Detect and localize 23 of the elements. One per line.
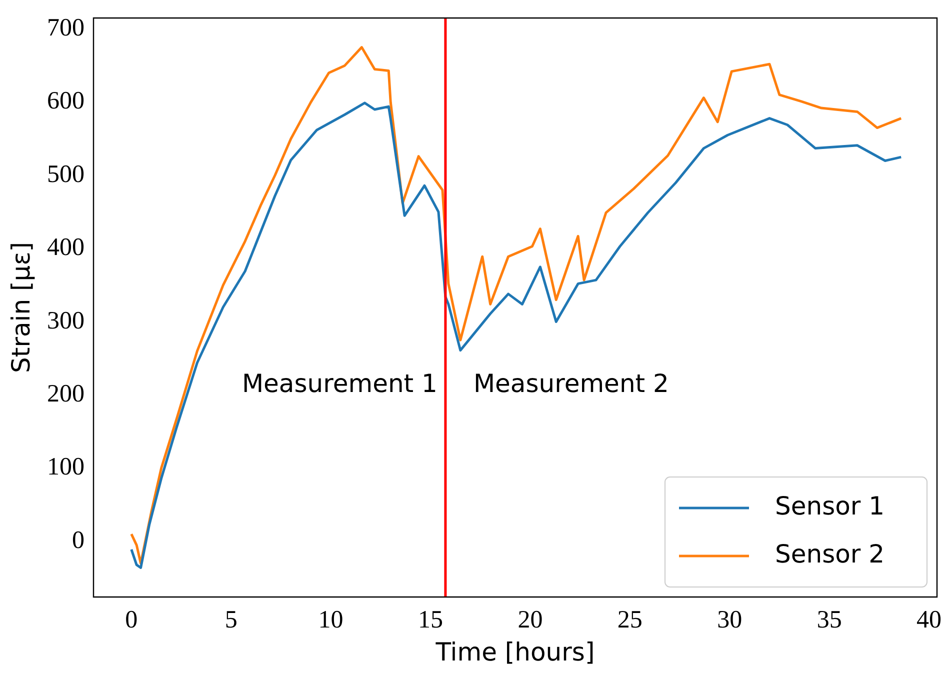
y-tick-label: 100: [47, 454, 84, 481]
y-tick-label: 0: [72, 526, 84, 554]
legend-label: Sensor 1: [775, 492, 885, 520]
annotation: Measurement 2: [473, 369, 669, 398]
annotation: Measurement 1: [242, 369, 438, 398]
x-tick-label: 15: [418, 606, 443, 634]
x-tick-label: 35: [816, 606, 842, 634]
x-axis-title: Time [hours]: [434, 638, 595, 666]
x-tick-label: 30: [717, 606, 742, 634]
y-axis-title: Strain [με]: [6, 242, 36, 373]
y-tick-label: 700: [47, 14, 84, 42]
x-tick-label: 20: [518, 606, 543, 634]
y-tick-label: 300: [47, 307, 84, 334]
y-tick-label: 400: [47, 234, 84, 262]
y-tick-label: 200: [47, 380, 84, 408]
y-tick-label: 600: [47, 88, 84, 115]
legend-label: Sensor 2: [775, 540, 885, 568]
x-tick-label: 25: [617, 606, 642, 634]
x-tick-label: 5: [224, 606, 238, 634]
y-tick-label: 500: [47, 160, 84, 188]
x-tick-label: 0: [125, 606, 138, 634]
x-tick-label: 40: [916, 606, 942, 634]
x-tick-label: 10: [318, 606, 344, 634]
